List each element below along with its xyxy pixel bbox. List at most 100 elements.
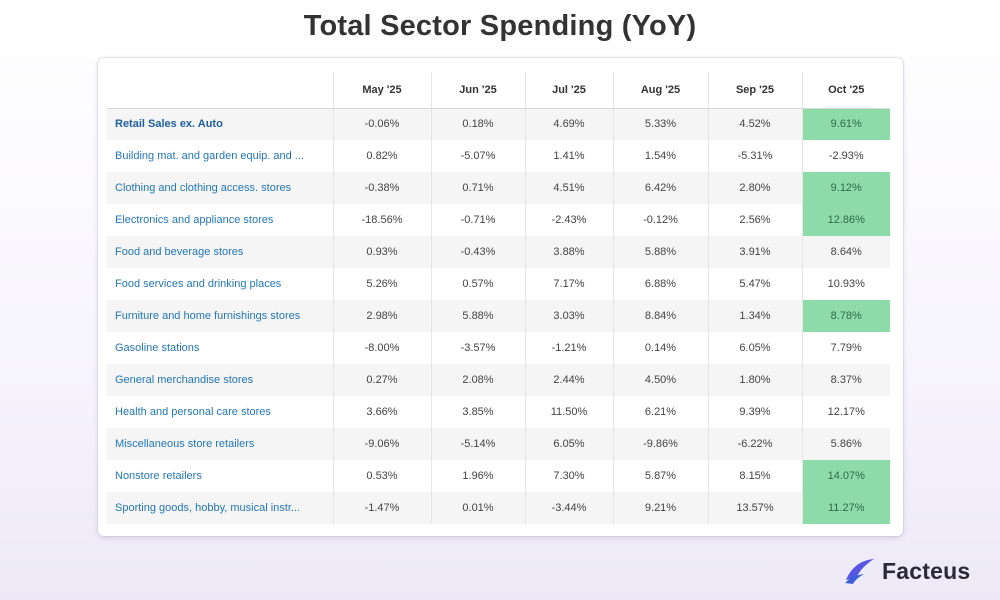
- table-cell: -0.43%: [430, 236, 525, 268]
- table-row: Electronics and appliance stores -18.56% -…: [107, 204, 890, 236]
- table-cell: 8.84%: [612, 300, 708, 332]
- table-cell: 3.91%: [707, 236, 802, 268]
- table-cell: -3.44%: [524, 492, 613, 524]
- table-row: Retail Sales ex. Auto -0.06% 0.18% 4.69% 5.3…: [107, 108, 890, 140]
- row-label: Food services and drinking places: [115, 278, 282, 290]
- table-cell: 12.86%: [801, 204, 890, 236]
- table-cell: 5.87%: [612, 460, 708, 492]
- table-cell: 7.30%: [524, 460, 613, 492]
- table-cell: -9.86%: [612, 428, 708, 460]
- header-month-2: Jul '25: [524, 72, 613, 109]
- table-cell: -18.56%: [332, 204, 431, 236]
- table-cell: 2.98%: [332, 300, 431, 332]
- table-cell: 8.64%: [801, 236, 890, 268]
- table-cell: -1.47%: [332, 492, 431, 524]
- table-cell: -5.07%: [430, 140, 525, 172]
- table-cell: 5.88%: [430, 300, 525, 332]
- table-cell: -5.14%: [430, 428, 525, 460]
- table-cell: 4.52%: [707, 108, 802, 140]
- table-row: Gasoline stations -8.00% -3.57% -1.21% 0.14%…: [107, 332, 890, 364]
- table-cell: 0.27%: [332, 364, 431, 396]
- table-cell: 5.26%: [332, 268, 431, 300]
- table-cell: 1.41%: [524, 140, 613, 172]
- header-month-4: Sep '25: [707, 72, 802, 109]
- table-cell: 5.33%: [612, 108, 708, 140]
- table-row: Miscellaneous store retailers -9.06% -5.14…: [107, 428, 890, 460]
- table-cell: 3.03%: [524, 300, 613, 332]
- table-cell: 1.34%: [707, 300, 802, 332]
- table-cell: 2.80%: [707, 172, 802, 204]
- table-cell: 12.17%: [801, 396, 890, 428]
- table-cell: 6.21%: [612, 396, 708, 428]
- header-month-1: Jun '25: [430, 72, 525, 109]
- table-cell: -0.38%: [332, 172, 431, 204]
- table-cell: 5.88%: [612, 236, 708, 268]
- table-cell: -1.21%: [524, 332, 613, 364]
- table-cell: -2.43%: [524, 204, 613, 236]
- table-cell: 10.93%: [801, 268, 890, 300]
- row-label: Building mat. and garden equip. and ...: [115, 150, 304, 162]
- header-label-column: [107, 72, 333, 109]
- table-cell: 4.69%: [524, 108, 613, 140]
- table-cell: -5.31%: [707, 140, 802, 172]
- table-cell: 8.37%: [801, 364, 890, 396]
- table-cell: 9.61%: [801, 108, 890, 140]
- table-cell: 6.05%: [707, 332, 802, 364]
- header-month-0: May '25: [332, 72, 431, 109]
- table-cell: -0.12%: [612, 204, 708, 236]
- table-cell: 0.14%: [612, 332, 708, 364]
- facteus-logo-icon: [842, 556, 876, 586]
- table-cell: 11.27%: [801, 492, 890, 524]
- table-cell: -9.06%: [332, 428, 431, 460]
- table-cell: 6.42%: [612, 172, 708, 204]
- table-cell: -2.93%: [801, 140, 890, 172]
- table-cell: 2.08%: [430, 364, 525, 396]
- table-cell: 14.07%: [801, 460, 890, 492]
- table-cell: 3.85%: [430, 396, 525, 428]
- row-label: Furniture and home furnishings stores: [107, 300, 333, 332]
- table-row: Food services and drinking places 5.26% 0.…: [107, 268, 890, 300]
- table-cell: -8.00%: [332, 332, 431, 364]
- table-cell: 5.86%: [801, 428, 890, 460]
- row-label: Sporting goods, hobby, musical instr...: [107, 492, 333, 524]
- row-label: Food and beverage stores: [107, 236, 333, 268]
- header-month-5: Oct '25: [801, 72, 890, 109]
- table-cell: 0.93%: [332, 236, 431, 268]
- brand-name: Facteus: [882, 557, 971, 584]
- table-cell: 1.80%: [707, 364, 802, 396]
- table-row: General merchandise stores 0.27% 2.08% 2.44…: [107, 364, 890, 396]
- table-cell: 9.39%: [707, 396, 802, 428]
- table-row: Furniture and home furnishings stores 2.9…: [107, 300, 890, 332]
- table-row: Nonstore retailers 0.53% 1.96% 7.30% 5.87% 8.…: [107, 460, 890, 492]
- page-title: Total Sector Spending (YoY): [303, 10, 697, 42]
- table-cell: 5.47%: [707, 268, 802, 300]
- row-label: Health and personal care stores: [115, 406, 271, 418]
- table-row: Clothing and clothing access. stores -0.3…: [107, 172, 890, 204]
- table-cell: 11.50%: [524, 396, 613, 428]
- table-cell: 0.01%: [430, 492, 525, 524]
- table-cell: -0.71%: [430, 204, 525, 236]
- table-cell: 0.57%: [430, 268, 525, 300]
- table-cell: -6.22%: [707, 428, 802, 460]
- table-cell: 0.82%: [332, 140, 431, 172]
- table-row: Building mat. and garden equip. and ... 0…: [107, 140, 890, 172]
- table-cell: -3.57%: [430, 332, 525, 364]
- table-cell: -0.06%: [332, 108, 431, 140]
- row-label: Clothing and clothing access. stores: [107, 172, 333, 204]
- table-cell: 0.53%: [332, 460, 431, 492]
- table-cell: 13.57%: [707, 492, 802, 524]
- table-cell: 4.50%: [612, 364, 708, 396]
- table-cell: 2.44%: [524, 364, 613, 396]
- row-label: General merchandise stores: [107, 364, 333, 396]
- table-cell: 7.17%: [524, 268, 613, 300]
- table-cell: 7.79%: [801, 332, 890, 364]
- table-row: Sporting goods, hobby, musical instr... -…: [107, 492, 890, 524]
- table-cell: 0.71%: [430, 172, 525, 204]
- table-row: Food and beverage stores 0.93% -0.43% 3.88%…: [107, 236, 890, 268]
- table-cell: 1.96%: [430, 460, 525, 492]
- table-cell: 9.21%: [612, 492, 708, 524]
- row-label: Gasoline stations: [115, 342, 200, 354]
- table-cell: 8.78%: [801, 300, 890, 332]
- row-label: Nonstore retailers: [115, 470, 202, 482]
- table-card: May '25 Jun '25 Jul '25 Aug '25 Sep '25 Oct '…: [98, 58, 903, 536]
